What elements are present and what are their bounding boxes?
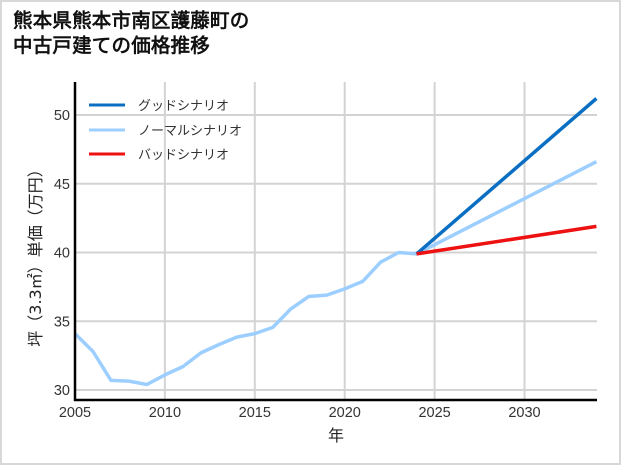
x-tick-label: 2015 [239,405,271,421]
y-tick-label: 50 [54,108,70,124]
series-line [416,224,597,256]
grid-lines [75,82,597,400]
data-series [73,97,598,387]
y-tick-label: 35 [54,314,70,330]
x-tick-label: 2030 [508,405,540,421]
legend-label: ノーマルシナリオ [138,124,242,139]
x-tick-label: 2010 [149,405,181,421]
series-line [73,160,598,387]
y-tick-label: 45 [54,177,70,193]
y-tick-label: 30 [54,383,70,399]
x-tick-label: 2020 [329,405,361,421]
y-tick-label: 40 [54,246,70,262]
x-tick-label: 2005 [59,405,91,421]
chart-title-line-2: 中古戸建ての価格推移 [13,34,211,57]
axes: 30 35 40 45 50 2005 2010 2015 2020 2025 2030 [54,82,597,421]
legend-label: バッドシナリオ [138,148,229,163]
series-line [415,97,598,256]
x-tick-label: 2025 [418,405,450,421]
x-axis-label: 年 [328,426,344,445]
legend-label: グッドシナリオ [138,99,229,114]
y-axis-label: 坪（3.3㎡）単価（万円） [26,161,45,346]
chart-title-line-1: 熊本県熊本市南区護藤町の [13,9,250,32]
chart-title: 熊本県熊本市南区護藤町の 中古戸建ての価格推移 [13,8,249,58]
